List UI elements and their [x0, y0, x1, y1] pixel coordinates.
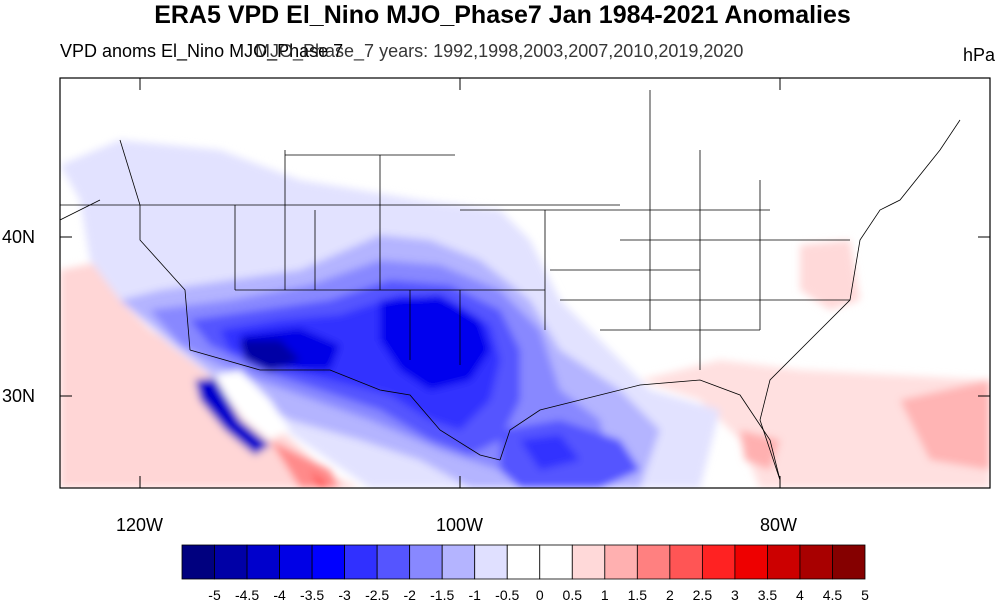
- colorbar-label: -3.5: [300, 587, 324, 603]
- colorbar-label: 1.5: [628, 587, 648, 603]
- colorbar-swatch: [767, 544, 801, 580]
- colorbar-swatch: [604, 544, 638, 580]
- colorbar-label: -4.5: [235, 587, 259, 603]
- colorbar-swatch: [669, 544, 703, 580]
- colorbar-swatch: [214, 544, 248, 580]
- map-title: ERA5 VPD El_Nino MJO_Phase7 Jan 1984-202…: [154, 1, 851, 29]
- map-panel: [60, 78, 990, 488]
- colorbar-swatch: [832, 544, 866, 580]
- colorbar-label: -2.5: [365, 587, 389, 603]
- colorbar-label: -1.5: [430, 587, 454, 603]
- colorbar-swatch: [441, 544, 476, 580]
- lon-label-80w: 80W: [760, 515, 798, 535]
- colorbar-label: 0.5: [563, 587, 583, 603]
- colorbar-label: -1: [468, 587, 481, 603]
- subtitle-years: years: 1992,1998,2003,2007,2010,2019,202…: [379, 41, 744, 61]
- colorbar-label: -3: [338, 587, 351, 603]
- colorbar-swatch: [409, 544, 443, 580]
- colorbar-swatch: [279, 544, 313, 580]
- state-boundaries: [60, 78, 990, 481]
- colorbar-label: 2: [666, 587, 674, 603]
- colorbar-label: 4.5: [823, 587, 843, 603]
- colorbar-swatch: [539, 544, 573, 580]
- colorbar-label: 3.5: [758, 587, 778, 603]
- colorbar-label: 1: [601, 587, 609, 603]
- colorbar-swatch: [571, 544, 606, 580]
- lat-label-40n: 40N: [2, 227, 36, 247]
- lat-label-30n: 30N: [2, 386, 36, 406]
- lon-label-120w: 120W: [116, 515, 164, 535]
- map-border: [59, 77, 991, 489]
- colorbar-label: -4: [273, 587, 286, 603]
- colorbar-swatch: [701, 544, 736, 580]
- map-subtitle: VPD anoms El_Nino MJO_Phase 7: [60, 40, 343, 62]
- subtitle-left: VPD anoms El_Nino MJO_Phase 7: [60, 41, 344, 61]
- colorbar-label: 4: [796, 587, 804, 603]
- colorbar-label: 0: [536, 587, 544, 603]
- colorbar-swatch: [181, 544, 215, 580]
- subtitle-overlay-text: MJO_Phase_7: [255, 41, 375, 61]
- colorbar-swatch: [344, 544, 378, 580]
- lon-label-100w: 100W: [436, 515, 484, 535]
- anomaly-field: [60, 140, 990, 488]
- colorbar-swatch: [636, 544, 671, 580]
- colorbar: -5 -4.5 -4 -3.5 -3 -2.5 -2 -1.5 -1 -0.5 0 0.5 1 1.5 2 2…: [181, 544, 869, 603]
- colorbar-swatch: [506, 544, 541, 580]
- units-label: hPa: [962, 45, 995, 65]
- colorbar-swatch: [376, 544, 411, 580]
- colorbar-label: -5: [208, 587, 221, 603]
- colorbar-swatch: [799, 544, 833, 580]
- colorbar-label: 3: [731, 587, 739, 603]
- colorbar-label: 5: [861, 587, 869, 603]
- map-ticks: [60, 78, 990, 488]
- subtitle-overlay: MJO_Phase_7 years: 1992,1998,2003,2007,2…: [255, 40, 743, 62]
- colorbar-swatch: [734, 544, 768, 580]
- colorbar-label: -2: [403, 587, 416, 603]
- colorbar-swatch: [311, 544, 346, 580]
- colorbar-swatch: [474, 544, 508, 580]
- colorbar-label: 2.5: [693, 587, 713, 603]
- colorbar-label: -0.5: [495, 587, 519, 603]
- colorbar-swatch: [246, 544, 280, 580]
